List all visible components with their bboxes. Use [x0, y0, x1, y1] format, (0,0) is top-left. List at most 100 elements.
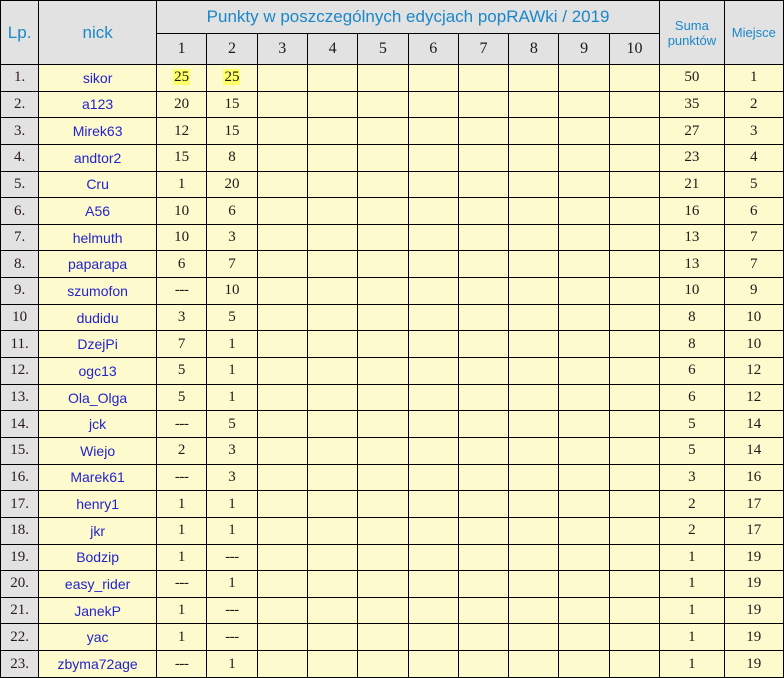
- points-cell: [407, 436, 459, 465]
- points-cell: [256, 170, 308, 199]
- points-cell: [357, 64, 409, 92]
- points-cell: [508, 143, 560, 172]
- table-header: Lp. nick Punkty w poszczególnych edycjac…: [0, 0, 784, 65]
- header-nick: nick: [38, 0, 157, 65]
- sum-points-cell: 8: [659, 330, 725, 359]
- points-cell: [306, 650, 359, 678]
- points-cell: [306, 490, 359, 518]
- points-cell: 1: [206, 330, 258, 359]
- points-cell: [357, 650, 409, 678]
- points-cell: ---: [206, 543, 258, 572]
- table-row: 18. jkr 1 1 2 17: [0, 516, 784, 545]
- points-cell: [407, 357, 459, 385]
- points-cell: [357, 623, 409, 652]
- no-score-dash: ---: [174, 282, 189, 299]
- points-cell: [256, 596, 308, 625]
- nick-cell: zbyma72age: [38, 650, 157, 678]
- nick-cell: Bodzip: [38, 543, 157, 572]
- points-cell: 7: [206, 250, 258, 279]
- points-cell: [306, 463, 359, 492]
- table-row: 16. Marek61 --- 3 3 16: [0, 463, 784, 492]
- points-cell: [457, 490, 510, 518]
- points-cell: ---: [155, 463, 208, 492]
- header-editions-title: Punkty w poszczególnych edycjach popRAWk…: [155, 0, 661, 34]
- table-row: 13. Ola_Olga 5 1 6 12: [0, 383, 784, 412]
- points-cell: [608, 410, 661, 438]
- points-cell: [407, 303, 459, 332]
- points-cell: [508, 90, 560, 119]
- table-row: 5. Cru 1 20 21 5: [0, 170, 784, 199]
- points-cell: [306, 223, 359, 252]
- points-cell: ---: [155, 277, 208, 305]
- header-edition-9: 9: [558, 33, 610, 65]
- header-lp: Lp.: [0, 0, 40, 65]
- points-cell: [558, 330, 610, 359]
- table-row: 14. jck --- 5 5 14: [0, 410, 784, 438]
- place-cell: 2: [723, 90, 784, 119]
- header-edition-8: 8: [508, 33, 560, 65]
- points-cell: [407, 650, 459, 678]
- row-index-cell: 16.: [0, 463, 40, 492]
- points-cell: [508, 250, 560, 279]
- sum-points-cell: 1: [659, 596, 725, 625]
- points-cell: [508, 543, 560, 572]
- table-row: 21. JanekP 1 --- 1 19: [0, 596, 784, 625]
- points-cell: 5: [155, 357, 208, 385]
- points-cell: [608, 596, 661, 625]
- points-cell: 3: [206, 223, 258, 252]
- sum-points-cell: 1: [659, 623, 725, 652]
- points-cell: 1: [155, 596, 208, 625]
- sum-points-cell: 2: [659, 516, 725, 545]
- sum-points-cell: 16: [659, 197, 725, 225]
- place-cell: 4: [723, 143, 784, 172]
- points-cell: [407, 543, 459, 572]
- nick-cell: a123: [38, 90, 157, 119]
- points-cell: [357, 490, 409, 518]
- nick-cell: jkr: [38, 516, 157, 545]
- row-index-cell: 14.: [0, 410, 40, 438]
- points-cell: [558, 650, 610, 678]
- points-cell: 20: [206, 170, 258, 199]
- points-cell: 8: [206, 143, 258, 172]
- points-cell: 25: [206, 64, 258, 92]
- sum-points-cell: 13: [659, 250, 725, 279]
- table-row: 9. szumofon --- 10 10 9: [0, 277, 784, 305]
- points-cell: 3: [206, 436, 258, 465]
- points-cell: [256, 623, 308, 652]
- nick-cell: jck: [38, 410, 157, 438]
- header-edition-1: 1: [155, 33, 208, 65]
- nick-cell: paparapa: [38, 250, 157, 279]
- row-index-cell: 12.: [0, 357, 40, 385]
- points-cell: [256, 436, 308, 465]
- row-index-cell: 10: [0, 303, 40, 332]
- points-cell: [306, 543, 359, 572]
- points-cell: 15: [206, 90, 258, 119]
- points-cell: [608, 64, 661, 92]
- place-cell: 7: [723, 223, 784, 252]
- points-cell: [608, 170, 661, 199]
- points-cell: [407, 170, 459, 199]
- sum-points-cell: 6: [659, 383, 725, 412]
- points-cell: [457, 570, 510, 598]
- points-cell: [558, 143, 610, 172]
- points-cell: [608, 330, 661, 359]
- sum-points-cell: 10: [659, 277, 725, 305]
- points-cell: [457, 170, 510, 199]
- points-cell: [256, 516, 308, 545]
- no-score-dash: ---: [174, 655, 189, 672]
- header-edition-3: 3: [256, 33, 308, 65]
- points-cell: [357, 223, 409, 252]
- points-cell: [457, 143, 510, 172]
- points-cell: [508, 596, 560, 625]
- sum-points-cell: 1: [659, 570, 725, 598]
- points-cell: [306, 197, 359, 225]
- points-cell: [508, 330, 560, 359]
- points-cell: [256, 543, 308, 572]
- points-cell: [357, 170, 409, 199]
- row-index-cell: 21.: [0, 596, 40, 625]
- points-cell: [508, 436, 560, 465]
- header-sum-line2: punktów: [667, 32, 717, 48]
- place-cell: 16: [723, 463, 784, 492]
- table-row: 8. paparapa 6 7 13 7: [0, 250, 784, 279]
- points-cell: [508, 570, 560, 598]
